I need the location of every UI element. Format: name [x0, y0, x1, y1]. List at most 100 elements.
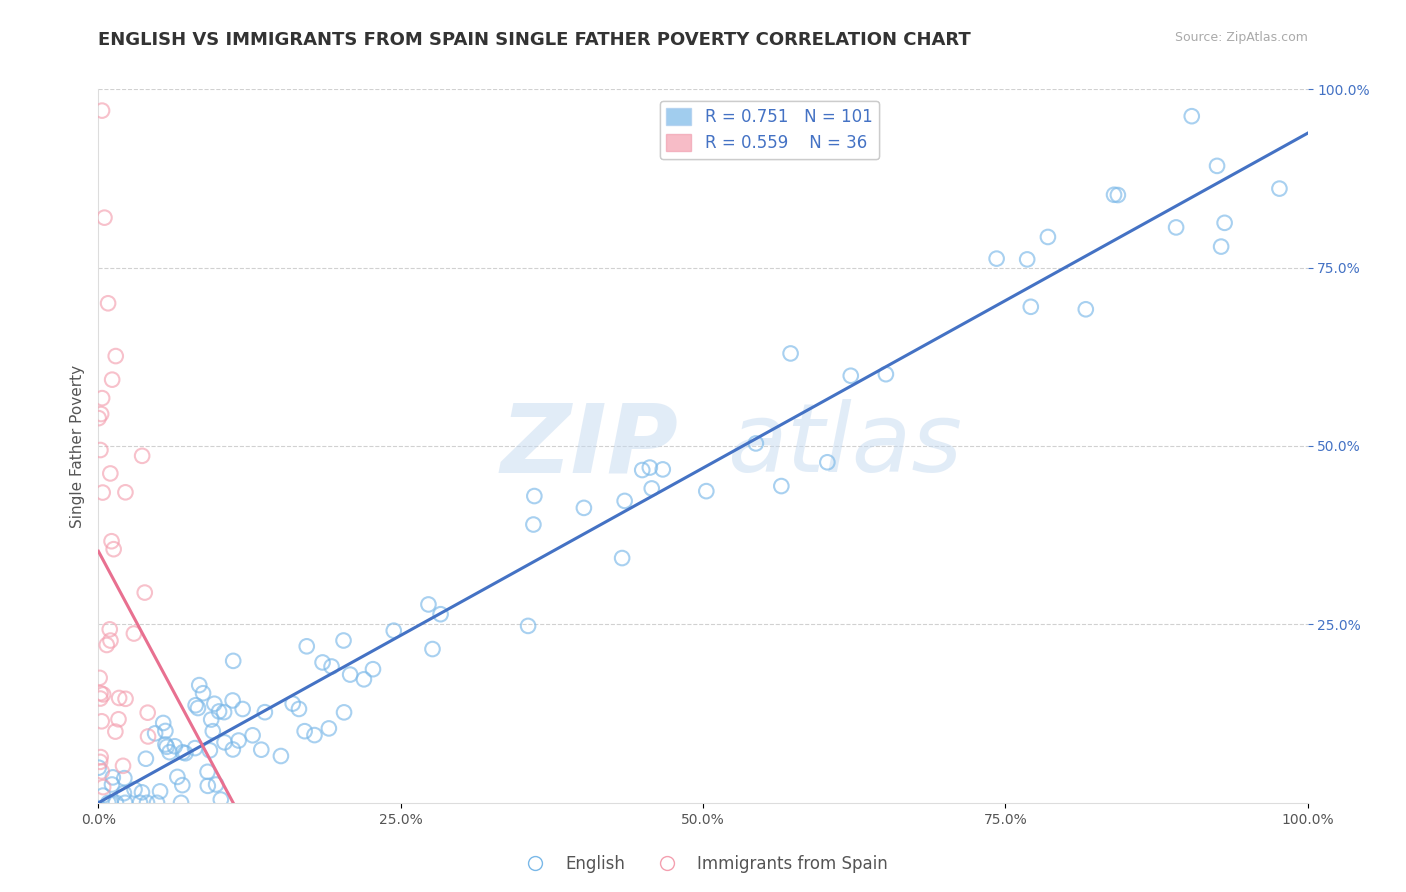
Point — [1213, 216, 1236, 230]
Point — [288, 702, 311, 716]
Point — [122, 626, 145, 640]
Point — [87, 411, 110, 425]
Text: Source: ZipAtlas.com: Source: ZipAtlas.com — [1174, 31, 1308, 45]
Point — [90, 750, 112, 764]
Point — [517, 619, 540, 633]
Point — [91, 391, 114, 405]
Point — [188, 678, 211, 692]
Point — [136, 730, 159, 744]
Point — [232, 702, 254, 716]
Point — [89, 755, 111, 769]
Point — [429, 607, 451, 622]
Point — [523, 489, 546, 503]
Point — [90, 764, 112, 779]
Point — [159, 745, 181, 759]
Point — [839, 368, 862, 383]
Point — [91, 789, 114, 803]
Point — [418, 598, 440, 612]
Point — [311, 656, 333, 670]
Point — [986, 252, 1008, 266]
Point — [1102, 187, 1125, 202]
Point — [1019, 300, 1042, 314]
Point — [93, 211, 115, 225]
Point — [770, 479, 793, 493]
Point — [522, 517, 544, 532]
Point — [97, 296, 120, 310]
Point — [270, 749, 292, 764]
Point — [253, 705, 276, 719]
Point — [129, 796, 152, 810]
Point — [1107, 188, 1129, 202]
Point — [104, 796, 127, 810]
Point — [170, 796, 193, 810]
Point — [339, 667, 361, 681]
Point — [242, 728, 264, 742]
Point — [136, 706, 159, 720]
Point — [353, 673, 375, 687]
Y-axis label: Single Father Poverty: Single Father Poverty — [69, 365, 84, 527]
Point — [100, 633, 122, 648]
Legend: R = 0.751   N = 101, R = 0.559    N = 36: R = 0.751 N = 101, R = 0.559 N = 36 — [659, 101, 879, 159]
Point — [112, 771, 135, 785]
Point — [108, 690, 131, 705]
Point — [208, 705, 231, 719]
Point — [610, 551, 633, 566]
Point — [651, 462, 673, 476]
Point — [90, 686, 112, 700]
Point — [638, 460, 661, 475]
Point — [202, 697, 225, 711]
Point — [222, 742, 245, 756]
Point — [332, 633, 354, 648]
Text: ENGLISH VS IMMIGRANTS FROM SPAIN SINGLE FATHER POVERTY CORRELATION CHART: ENGLISH VS IMMIGRANTS FROM SPAIN SINGLE … — [98, 31, 972, 49]
Point — [197, 779, 219, 793]
Point — [333, 706, 356, 720]
Point — [112, 759, 135, 773]
Point — [156, 739, 179, 754]
Point — [136, 796, 159, 810]
Point — [100, 796, 122, 810]
Point — [197, 764, 219, 779]
Point — [222, 654, 245, 668]
Point — [815, 455, 838, 469]
Point — [201, 724, 224, 739]
Point — [135, 752, 157, 766]
Point — [124, 782, 146, 797]
Point — [172, 745, 194, 759]
Point — [382, 624, 405, 638]
Point — [143, 726, 166, 740]
Point — [91, 485, 114, 500]
Point — [90, 714, 112, 729]
Point — [87, 761, 110, 775]
Point — [281, 697, 304, 711]
Point — [200, 713, 222, 727]
Point — [149, 784, 172, 798]
Point — [146, 796, 169, 810]
Point — [98, 623, 121, 637]
Point — [209, 792, 232, 806]
Point — [131, 785, 153, 799]
Point — [361, 662, 384, 676]
Point — [875, 368, 897, 382]
Point — [97, 796, 120, 810]
Point — [101, 373, 124, 387]
Point — [166, 770, 188, 784]
Point — [89, 691, 111, 706]
Point — [1164, 220, 1187, 235]
Point — [155, 723, 177, 738]
Point — [221, 693, 243, 707]
Point — [89, 671, 111, 685]
Point — [104, 349, 127, 363]
Point — [107, 712, 129, 726]
Point — [89, 443, 111, 458]
Point — [572, 500, 595, 515]
Point — [114, 691, 136, 706]
Point — [1181, 109, 1204, 123]
Point — [112, 786, 135, 800]
Text: atlas: atlas — [727, 400, 962, 492]
Point — [184, 698, 207, 713]
Point — [321, 659, 343, 673]
Point — [103, 542, 125, 557]
Point — [101, 770, 124, 784]
Point — [90, 407, 112, 421]
Point — [134, 585, 156, 599]
